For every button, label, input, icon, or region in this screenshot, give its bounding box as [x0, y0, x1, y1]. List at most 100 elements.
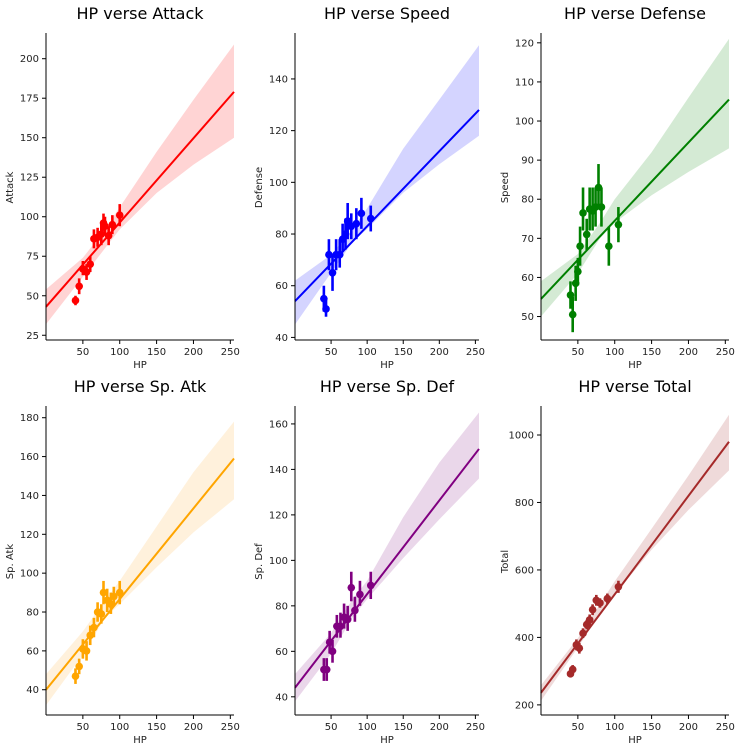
y-tick-label: 60 [521, 273, 534, 284]
y-tick-label: 100 [20, 212, 39, 223]
data-point-5 [86, 260, 95, 268]
x-tick-label: 100 [110, 722, 129, 733]
x-tick-label: 50 [76, 722, 89, 733]
regression-line [540, 441, 730, 694]
x-tick-label: 250 [221, 722, 240, 733]
data-point-10 [351, 606, 359, 615]
data-point-8 [97, 230, 106, 238]
data-point-11 [603, 594, 612, 603]
data-point-2 [322, 665, 331, 674]
chart-panel-2: 50 100 150 200 250 40 60 80 100 120 140 HP verse Sp… [254, 4, 485, 371]
y-tick-label: 200 [515, 700, 534, 711]
y-tick-label: 125 [20, 173, 39, 184]
y-tick-label: 100 [269, 178, 288, 189]
y-tick-label: 120 [269, 126, 288, 137]
x-tick-label: 250 [466, 722, 485, 733]
data-point-11 [356, 590, 364, 599]
y-axis-label: Sp. Atk [5, 544, 16, 580]
data-point-6 [336, 622, 345, 631]
data-point-7 [582, 230, 591, 239]
y-tick-label: 60 [26, 646, 39, 657]
x-tick-label: 150 [147, 722, 166, 733]
data-point-11 [104, 231, 113, 240]
data-point-6 [90, 623, 98, 632]
x-tick-label: 250 [716, 347, 735, 358]
confidence-band [295, 412, 479, 702]
y-tick-label: 140 [269, 465, 288, 476]
y-tick-label: 120 [515, 38, 534, 49]
data-point-4 [82, 268, 91, 276]
x-tick-label: 200 [679, 722, 698, 733]
data-point-11 [352, 219, 361, 228]
data-point-2 [568, 665, 577, 674]
chart-title: HP verse Sp. Def [320, 377, 455, 396]
data-point-3 [325, 250, 333, 259]
data-point-13 [366, 214, 375, 223]
x-tick-label: 200 [430, 347, 449, 358]
data-point-12 [108, 220, 117, 229]
y-tick-label: 400 [515, 633, 534, 644]
x-tick-label: 50 [571, 722, 584, 733]
data-point-6 [579, 209, 587, 217]
y-tick-label: 60 [275, 647, 288, 658]
y-tick-label: 50 [26, 291, 39, 302]
data-point-8 [343, 615, 352, 624]
data-point-5 [86, 631, 95, 640]
regression-line [45, 457, 235, 691]
x-tick-label: 50 [76, 347, 89, 358]
y-axis-label: Sp. Def [254, 543, 265, 580]
data-point-4 [328, 647, 337, 656]
regression-line [540, 98, 730, 300]
x-tick-label: 100 [358, 347, 377, 358]
confidence-band [541, 414, 729, 701]
chart-panel-1: 50 100 150 200 250 25 50 75 100 125 150 175 200 HP ve… [5, 4, 240, 371]
data-point-1 [566, 291, 575, 299]
y-tick-label: 200 [20, 54, 39, 65]
y-tick-label: 50 [521, 312, 534, 323]
y-axis-label: Speed [500, 172, 511, 203]
data-point-2 [568, 310, 577, 319]
data-point-7 [585, 616, 594, 624]
y-tick-label: 40 [275, 333, 288, 344]
x-tick-label: 250 [716, 722, 735, 733]
data-point-5 [579, 629, 587, 638]
data-point-12 [597, 203, 606, 211]
x-tick-label: 150 [642, 347, 661, 358]
y-tick-label: 180 [20, 413, 39, 424]
chart-title: HP verse Defense [564, 4, 706, 23]
chart-title: HP verse Total [578, 377, 691, 396]
y-tick-label: 140 [20, 491, 39, 502]
y-tick-label: 70 [521, 234, 534, 245]
x-axis-label: HP [133, 360, 147, 371]
data-point-13 [115, 211, 124, 219]
data-point-9 [99, 588, 108, 597]
x-axis-label: HP [628, 735, 642, 746]
data-point-2 [75, 662, 83, 671]
chart-panel-3: 50 100 150 200 250 50 60 70 80 90 100 110 120 HP vers… [500, 4, 735, 371]
y-tick-label: 600 [515, 565, 534, 576]
y-tick-label: 1000 [509, 430, 534, 441]
y-tick-label: 100 [20, 569, 39, 580]
x-tick-label: 50 [325, 347, 338, 358]
x-axis-label: HP [380, 735, 394, 746]
y-tick-label: 175 [20, 94, 39, 105]
chart-panel-5: 50 100 150 200 250 40 60 80 100 120 140 160 HP verse… [254, 377, 485, 746]
y-tick-label: 25 [26, 331, 39, 342]
x-axis-label: HP [133, 735, 147, 746]
regression-line [294, 109, 480, 302]
y-tick-label: 40 [26, 685, 39, 696]
y-axis-label: Defense [254, 167, 265, 208]
chart-panel-6: 50 100 150 200 250 200 400 600 800 1000 HP verse T… [500, 377, 735, 746]
y-tick-label: 140 [269, 74, 288, 85]
x-axis-label: HP [628, 360, 642, 371]
x-tick-label: 250 [221, 347, 240, 358]
data-point-12 [357, 209, 366, 218]
data-point-8 [97, 610, 106, 618]
data-point-9 [347, 583, 356, 592]
x-tick-label: 100 [110, 347, 129, 358]
x-tick-label: 150 [394, 347, 413, 358]
x-tick-label: 150 [642, 722, 661, 733]
data-point-4 [575, 644, 584, 653]
y-tick-label: 800 [515, 498, 534, 509]
